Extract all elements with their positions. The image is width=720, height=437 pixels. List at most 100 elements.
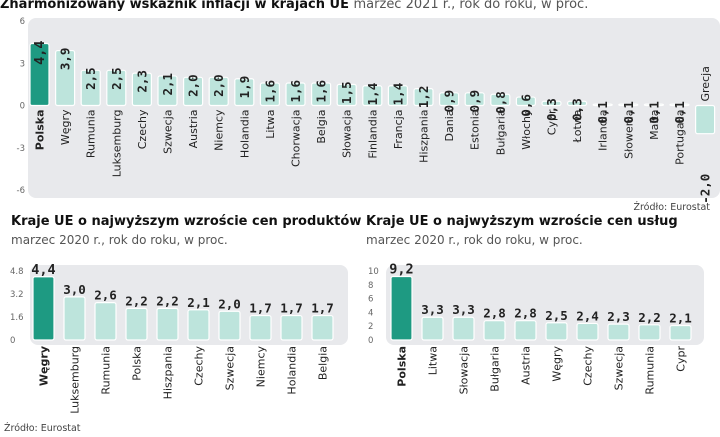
top-category-label: Estonia bbox=[469, 110, 482, 151]
right-bar bbox=[669, 324, 692, 341]
right-value-label: 2,8 bbox=[514, 306, 537, 321]
right-ytick-label: 8 bbox=[368, 281, 373, 291]
top-bar bbox=[311, 82, 332, 107]
top-category-label: Cypr bbox=[546, 109, 559, 135]
top-category-label: Włochy bbox=[520, 109, 533, 150]
top-bar bbox=[541, 100, 562, 107]
right-ytick-label: 10 bbox=[368, 267, 379, 277]
right-chart-title: Kraje UE o najwyższym wzroście cen usług bbox=[366, 214, 678, 229]
right-bar bbox=[514, 320, 537, 341]
right-bar bbox=[638, 324, 661, 341]
top-bar bbox=[387, 85, 408, 107]
right-value-label: 2,8 bbox=[483, 306, 506, 321]
top-category-label: Czechy bbox=[136, 109, 149, 149]
right-category-label: Bułgaria bbox=[489, 346, 502, 392]
top-value-label: 1,6 bbox=[314, 80, 329, 103]
top-bar bbox=[362, 85, 383, 107]
top-bar bbox=[183, 76, 204, 107]
right-value-label: 2,2 bbox=[638, 310, 661, 325]
top-chart-subtitle: marzec 2021 r., rok do roku, w proc. bbox=[353, 0, 589, 12]
top-category-label: Polska bbox=[34, 110, 47, 151]
left-category-label: Polska bbox=[131, 346, 144, 381]
top-value-label: 0,1 bbox=[672, 101, 687, 124]
top-value-label: 0,1 bbox=[595, 101, 610, 124]
top-ytick-label: -6 bbox=[17, 186, 25, 196]
left-value-label: 2,2 bbox=[156, 293, 179, 308]
left-bar bbox=[280, 314, 303, 341]
top-bar bbox=[618, 103, 639, 107]
top-category-label: Chorwacja bbox=[290, 110, 303, 168]
top-value-label: 0,9 bbox=[442, 90, 457, 113]
top-category-label: Austria bbox=[187, 110, 200, 149]
top-value-label: 2,3 bbox=[134, 70, 149, 93]
top-category-label: Finlandia bbox=[366, 110, 379, 159]
left-category-label: Węgry bbox=[38, 346, 51, 386]
right-category-label: Austria bbox=[520, 346, 533, 385]
top-value-label: 3,9 bbox=[58, 48, 73, 71]
top-category-label: Słowacja bbox=[341, 110, 354, 158]
top-ytick-label: 3 bbox=[20, 59, 25, 69]
top-chart-source: Źródło: Eurostat bbox=[633, 202, 710, 213]
top-value-label: 0,8 bbox=[493, 91, 508, 114]
left-bar bbox=[32, 276, 55, 341]
top-value-label: 0,9 bbox=[467, 90, 482, 113]
top-category-label: Niemcy bbox=[213, 109, 226, 151]
right-bar bbox=[390, 275, 413, 341]
left-category-label: Luksemburg bbox=[69, 346, 82, 414]
top-value-label: 0,3 bbox=[570, 98, 585, 121]
left-value-label: 3,0 bbox=[63, 282, 86, 297]
left-category-label: Rumunia bbox=[100, 346, 113, 395]
top-category-label: Szwecja bbox=[162, 110, 175, 154]
right-chart-subtitle: marzec 2020 r., rok do roku, w proc. bbox=[366, 233, 583, 247]
right-category-label: Czechy bbox=[582, 346, 595, 386]
top-ytick-label: 6 bbox=[20, 17, 25, 27]
top-bar bbox=[234, 78, 255, 107]
left-bar bbox=[218, 310, 241, 341]
left-bar bbox=[94, 302, 117, 341]
right-value-label: 2,1 bbox=[669, 311, 692, 326]
top-ytick-label: 0 bbox=[20, 102, 25, 112]
top-value-label: 1,2 bbox=[416, 86, 431, 109]
left-ytick-label: 3.2 bbox=[10, 290, 24, 300]
top-bar bbox=[285, 82, 306, 107]
top-bar bbox=[29, 42, 50, 107]
right-value-label: 2,3 bbox=[607, 309, 630, 324]
top-value-label: 0,1 bbox=[646, 101, 661, 124]
top-bar bbox=[80, 69, 101, 107]
top-value-label: 1,4 bbox=[365, 83, 380, 106]
left-chart-source: Źródło: Eurostat bbox=[4, 423, 81, 434]
top-bar bbox=[464, 92, 485, 107]
top-ytick-label: -3 bbox=[17, 144, 25, 154]
left-bar bbox=[156, 307, 179, 341]
top-value-label: 1,6 bbox=[262, 80, 277, 103]
top-category-label: Łotwa bbox=[571, 110, 584, 144]
left-category-label: Niemcy bbox=[255, 346, 268, 388]
right-category-label: Rumunia bbox=[644, 346, 657, 395]
right-category-label: Węgry bbox=[551, 346, 564, 382]
right-ytick-label: 2 bbox=[368, 322, 373, 332]
top-category-label: Irlandia bbox=[597, 110, 610, 151]
left-value-label: 2,6 bbox=[94, 288, 117, 303]
left-value-label: 1,7 bbox=[280, 301, 303, 316]
top-category-label: Holandia bbox=[238, 110, 251, 159]
top-category-label: Portugalia bbox=[674, 110, 687, 165]
top-bar bbox=[54, 49, 76, 107]
top-bar bbox=[259, 82, 280, 107]
left-value-label: 2,1 bbox=[187, 295, 210, 310]
right-value-label: 3,3 bbox=[452, 302, 475, 317]
top-value-label: -2,0 bbox=[698, 174, 713, 204]
right-category-label: Litwa bbox=[427, 346, 440, 375]
left-value-label: 4,4 bbox=[31, 262, 55, 278]
top-category-label: Bułgaria bbox=[494, 110, 507, 156]
right-ytick-label: 6 bbox=[368, 295, 373, 305]
top-value-label: 2,0 bbox=[211, 74, 226, 97]
right-value-label: 2,5 bbox=[545, 308, 568, 323]
top-category-label: Litwa bbox=[264, 110, 277, 139]
top-category-label: Dania bbox=[443, 110, 456, 142]
top-value-label: 1,9 bbox=[237, 76, 252, 99]
right-ytick-label: 0 bbox=[368, 336, 373, 346]
top-bar bbox=[669, 103, 690, 107]
left-bar bbox=[187, 309, 210, 341]
